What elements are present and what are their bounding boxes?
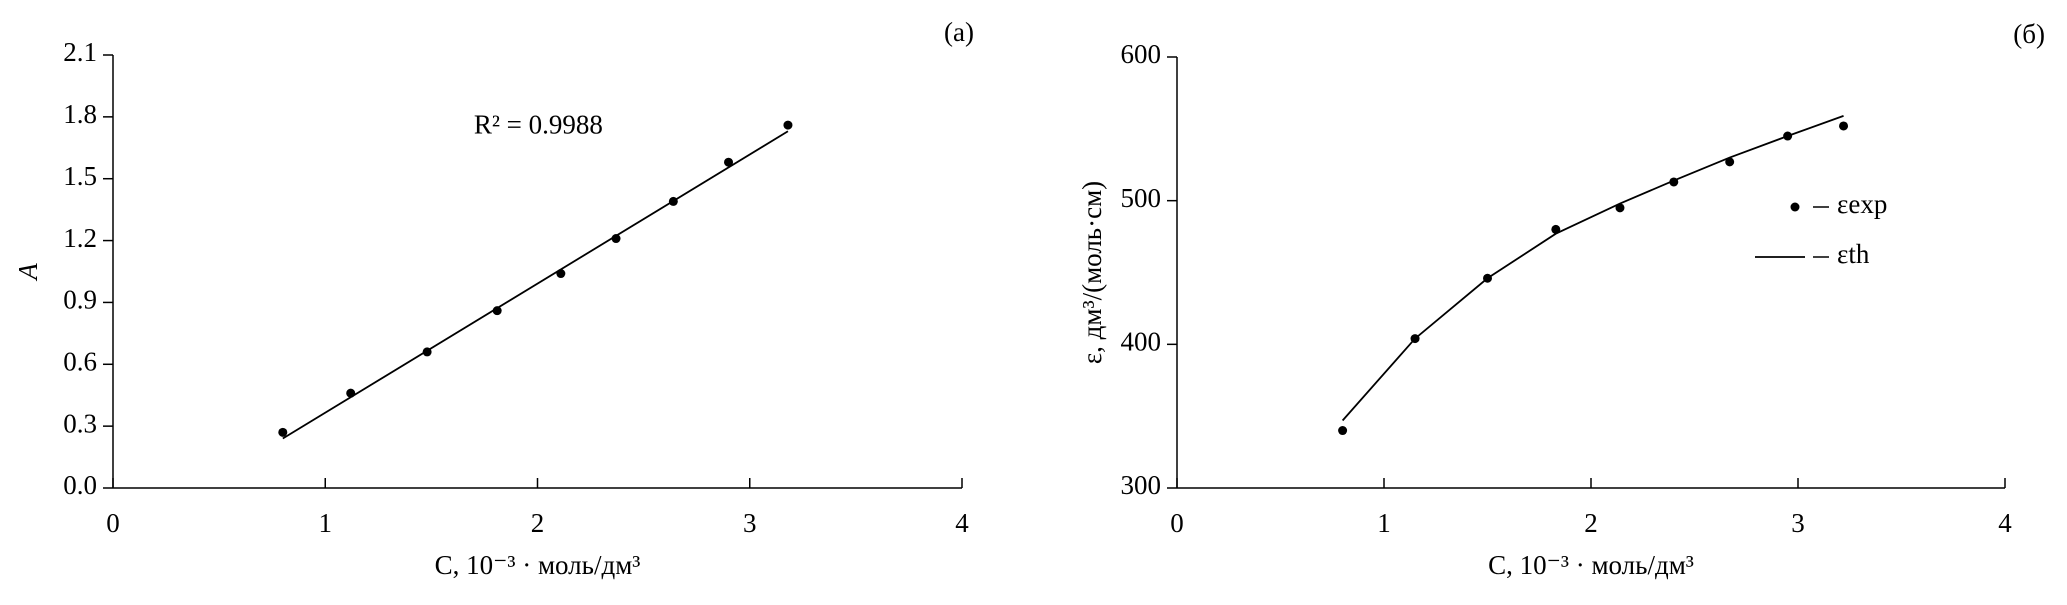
x-tick-label: 4 xyxy=(1998,508,2012,538)
x-tick-label: 3 xyxy=(743,508,757,538)
y-axis-label: ε, дм³/(моль·см) xyxy=(1077,181,1107,364)
point xyxy=(1551,224,1561,234)
line xyxy=(1341,115,1844,422)
panel-label: (б) xyxy=(2013,19,2045,49)
line xyxy=(282,130,789,440)
y-tick-label: 0.6 xyxy=(63,346,97,376)
x-axis-label: C, 10⁻³ · моль/дм³ xyxy=(435,550,641,580)
x-tick-label: 4 xyxy=(955,508,969,538)
y-tick-label: 300 xyxy=(1121,470,1162,500)
point xyxy=(278,427,288,437)
point xyxy=(492,306,502,316)
x-axis-label: C, 10⁻³ · моль/дм³ xyxy=(1488,550,1694,580)
x-tick-label: 2 xyxy=(1584,508,1598,538)
x-tick-label: 0 xyxy=(1170,508,1184,538)
x-tick-label: 0 xyxy=(106,508,120,538)
y-tick-label: 400 xyxy=(1121,327,1162,357)
y-tick-label: 1.8 xyxy=(63,99,97,129)
point xyxy=(724,157,734,167)
x-tick-label: 3 xyxy=(1791,508,1805,538)
y-tick-label: 600 xyxy=(1121,39,1162,69)
y-tick-label: 2.1 xyxy=(63,37,97,67)
point xyxy=(1725,157,1735,167)
point xyxy=(783,120,793,130)
legend-label: εexp xyxy=(1837,189,1887,219)
y-tick-label: 1.5 xyxy=(63,161,97,191)
legend-label: εth xyxy=(1837,239,1870,269)
x-tick-label: 2 xyxy=(531,508,545,538)
y-tick-label: 0.0 xyxy=(63,470,97,500)
y-tick-label: 500 xyxy=(1121,183,1162,213)
annotation: R² = 0.9988 xyxy=(474,109,603,139)
point xyxy=(1839,121,1849,131)
point xyxy=(1338,426,1348,436)
x-tick-label: 1 xyxy=(1377,508,1391,538)
y-axis-label: A xyxy=(13,263,43,282)
legend-marker xyxy=(1790,202,1800,212)
x-tick-label: 1 xyxy=(319,508,333,538)
panel-label: (a) xyxy=(944,17,974,47)
point xyxy=(1615,203,1625,213)
y-tick-label: 0.9 xyxy=(63,285,97,315)
y-tick-label: 1.2 xyxy=(63,223,97,253)
y-tick-label: 0.3 xyxy=(63,408,97,438)
